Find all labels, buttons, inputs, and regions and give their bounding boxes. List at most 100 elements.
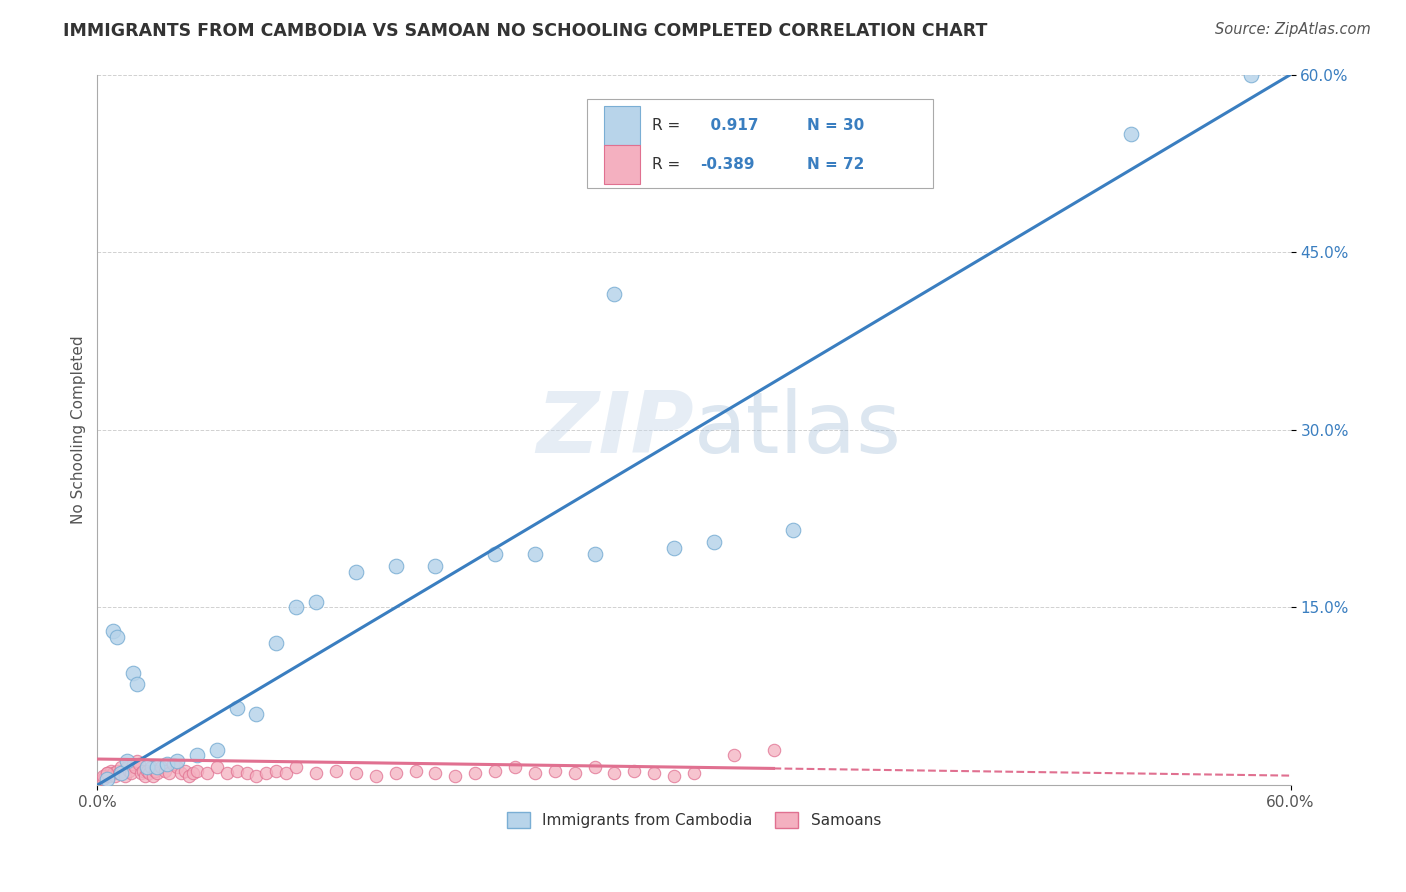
Point — [110, 766, 132, 780]
Point — [254, 766, 277, 780]
Point — [136, 764, 159, 778]
Point — [583, 547, 606, 561]
Point — [139, 760, 162, 774]
Point — [91, 772, 114, 787]
Point — [603, 766, 626, 780]
Text: R =: R = — [652, 157, 681, 172]
Point — [166, 755, 188, 769]
Point — [762, 742, 785, 756]
Text: -0.389: -0.389 — [700, 157, 755, 172]
Text: N = 72: N = 72 — [807, 157, 865, 172]
Point — [105, 764, 128, 778]
Point — [110, 760, 132, 774]
Point — [114, 769, 136, 783]
Point — [544, 764, 567, 778]
Point — [108, 766, 131, 780]
Point — [683, 766, 706, 780]
Point — [523, 766, 546, 780]
Point — [124, 760, 146, 774]
Point — [127, 677, 149, 691]
Point — [146, 766, 169, 780]
Point — [484, 764, 506, 778]
Point — [225, 701, 247, 715]
Point — [425, 766, 447, 780]
Text: atlas: atlas — [695, 388, 903, 471]
Text: N = 30: N = 30 — [807, 119, 865, 133]
Text: IMMIGRANTS FROM CAMBODIA VS SAMOAN NO SCHOOLING COMPLETED CORRELATION CHART: IMMIGRANTS FROM CAMBODIA VS SAMOAN NO SC… — [63, 22, 987, 40]
FancyBboxPatch shape — [605, 145, 640, 184]
Point — [603, 286, 626, 301]
Point — [643, 766, 665, 780]
Point — [128, 756, 150, 771]
Point — [146, 760, 169, 774]
Point — [225, 764, 247, 778]
Point — [186, 748, 208, 763]
Point — [153, 764, 176, 778]
Point — [1240, 68, 1263, 82]
Point — [170, 766, 193, 780]
Point — [136, 760, 159, 774]
Point — [723, 748, 745, 763]
Point — [132, 764, 155, 778]
Point — [166, 760, 188, 774]
FancyBboxPatch shape — [586, 99, 932, 188]
Point — [484, 547, 506, 561]
Point — [703, 535, 725, 549]
Point — [325, 764, 347, 778]
Point — [384, 559, 406, 574]
Point — [444, 769, 467, 783]
Point — [285, 760, 308, 774]
Point — [156, 756, 179, 771]
Point — [523, 547, 546, 561]
Point — [98, 769, 121, 783]
Point — [100, 764, 122, 778]
Point — [1121, 127, 1143, 141]
Point — [118, 764, 141, 778]
Point — [662, 769, 685, 783]
Point — [782, 524, 804, 538]
Point — [305, 766, 328, 780]
Point — [186, 764, 208, 778]
Point — [143, 764, 166, 778]
Text: ZIP: ZIP — [536, 388, 695, 471]
Point — [103, 624, 125, 639]
Point — [138, 766, 160, 780]
Point — [215, 766, 238, 780]
Point — [464, 766, 486, 780]
Point — [266, 636, 288, 650]
Point — [344, 766, 367, 780]
Point — [96, 772, 118, 787]
Point — [305, 594, 328, 608]
Point — [245, 769, 267, 783]
Point — [134, 769, 156, 783]
Point — [96, 766, 118, 780]
Point — [94, 769, 117, 783]
Text: R =: R = — [652, 119, 681, 133]
Point — [235, 766, 257, 780]
Point — [195, 766, 218, 780]
Point — [129, 766, 152, 780]
Point — [112, 764, 135, 778]
Point — [181, 766, 204, 780]
Point — [96, 766, 118, 780]
Point — [405, 764, 427, 778]
Point — [142, 769, 165, 783]
Point — [177, 769, 200, 783]
Point — [266, 764, 288, 778]
Point — [162, 756, 184, 771]
Point — [623, 764, 645, 778]
Y-axis label: No Schooling Completed: No Schooling Completed — [72, 335, 86, 524]
Point — [583, 760, 606, 774]
Point — [150, 760, 173, 774]
Point — [205, 742, 228, 756]
Point — [564, 766, 586, 780]
FancyBboxPatch shape — [605, 106, 640, 145]
Point — [120, 766, 142, 780]
Point — [285, 600, 308, 615]
Point — [157, 766, 180, 780]
Point — [425, 559, 447, 574]
Point — [662, 541, 685, 556]
Point — [103, 766, 125, 780]
Point — [115, 760, 138, 774]
Point — [276, 766, 298, 780]
